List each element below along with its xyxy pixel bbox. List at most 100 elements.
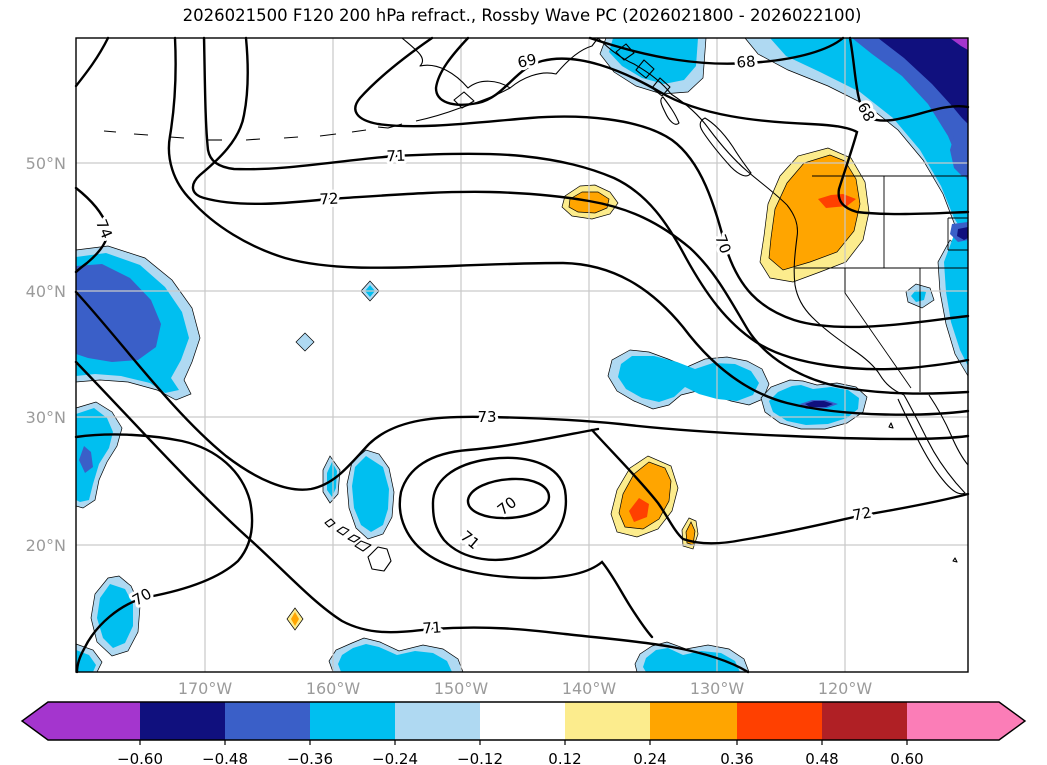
contour-label: 74 [92,217,116,241]
contour-line-74 [74,186,109,274]
contour-line-68 [848,36,970,122]
contour-label: 71 [422,618,442,637]
shaded-region [76,408,113,502]
colorbar-tick-label: 0.48 [805,750,838,765]
coastline [928,394,969,466]
contour-line-70 [74,433,254,674]
colorbar-segment [22,702,140,740]
contour-line-71 [74,360,750,674]
contour-line-72 [590,428,970,545]
contour-line-74 [74,36,110,88]
contour-label: 73 [477,408,496,426]
colorbar-tick-label: −0.36 [287,750,333,765]
contour-line-72 [191,36,970,395]
colorbar-segment [650,702,737,740]
coastline [453,91,475,109]
coastline-layer [103,37,969,572]
coastline [283,136,299,139]
colorbar-segment [565,702,650,740]
x-tick-label: 140°W [562,679,617,698]
shaded-region [805,401,833,407]
contour-label: 70 [711,232,734,256]
colorbar-tick-label: 0.12 [548,750,581,765]
coastline [670,93,788,206]
frame-layer [75,37,969,673]
shaded-region [878,38,968,124]
coastline [347,534,361,543]
coastline [699,117,752,177]
shaded-region [618,356,759,402]
axis-layer: 170°W 160°W 150°W 140°W 130°W 120°W 50°N 40°N 30… [26,154,873,698]
coastline [133,133,149,136]
coastline [888,422,894,429]
shaded-region [950,38,968,50]
shaded-region [352,456,389,532]
coastline [651,77,671,97]
coastline [351,129,367,133]
colorbar-tick-label: 0.36 [720,750,753,765]
coastline [635,59,655,79]
contour-label: 72 [319,190,339,209]
coastline [597,37,672,95]
y-tick-label: 20°N [26,536,66,555]
coastline [354,540,372,552]
grid-layer [76,38,968,672]
contour-label: 70 [494,493,520,519]
contour-layer [74,36,970,674]
contour-line-73 [74,290,970,491]
coastline [319,133,337,137]
x-tick-label: 160°W [306,679,361,698]
coastline [401,37,599,89]
coastline [367,546,392,572]
colorbar-segment [480,702,565,740]
coastline [324,518,336,528]
x-tick-label: 130°W [690,679,745,698]
y-tick-label: 30°N [26,408,66,427]
coastline [660,96,680,125]
contour-label: 68 [736,52,756,71]
colorbar-segment [395,702,480,740]
coastline [245,138,261,141]
coastline [169,136,185,139]
map-frame [75,37,969,673]
contour-line-71 [202,36,970,371]
y-tick-label: 40°N [26,282,66,301]
colorbar-tick-label: 0.60 [890,750,923,765]
colorbar-segment [907,702,1025,740]
coastline [952,557,958,563]
contour-line-69 [434,36,970,216]
colorbar-segment [310,702,395,740]
shaded-region [911,290,926,302]
shaded-region [818,194,856,208]
shaded-region [768,154,861,271]
x-tick-label: 150°W [434,679,489,698]
y-tick-label: 50°N [26,154,66,173]
shaded-region [629,498,649,522]
contour-line-70 [354,36,970,329]
contour-line-70 [466,477,551,520]
shaded-region [338,644,452,672]
chart-title: 2026021500 F120 200 hPa refract., Rossby… [183,6,862,25]
shaded-region [957,227,968,240]
colorbar-tick-label: −0.12 [457,750,503,765]
contour-line-72 [398,427,654,639]
shading-layer [75,37,969,673]
x-tick-label: 120°W [818,679,873,698]
state-border [844,268,912,389]
colorbar-tick-label: −0.48 [202,750,248,765]
coastline [103,130,117,133]
shaded-region [643,648,740,672]
colorbar-segment [225,702,310,740]
shaded-region [97,584,133,648]
border-layer [795,175,968,392]
colorbar-segment [737,702,822,740]
shaded-region [950,130,968,176]
colorbar-outline [20,701,1027,741]
shaded-region [79,446,93,473]
contour-line-68 [588,36,845,65]
colorbar-segment [822,702,907,740]
shaded-region [76,264,161,362]
coastline [786,204,905,396]
colorbar-tick-label: −0.24 [372,750,418,765]
